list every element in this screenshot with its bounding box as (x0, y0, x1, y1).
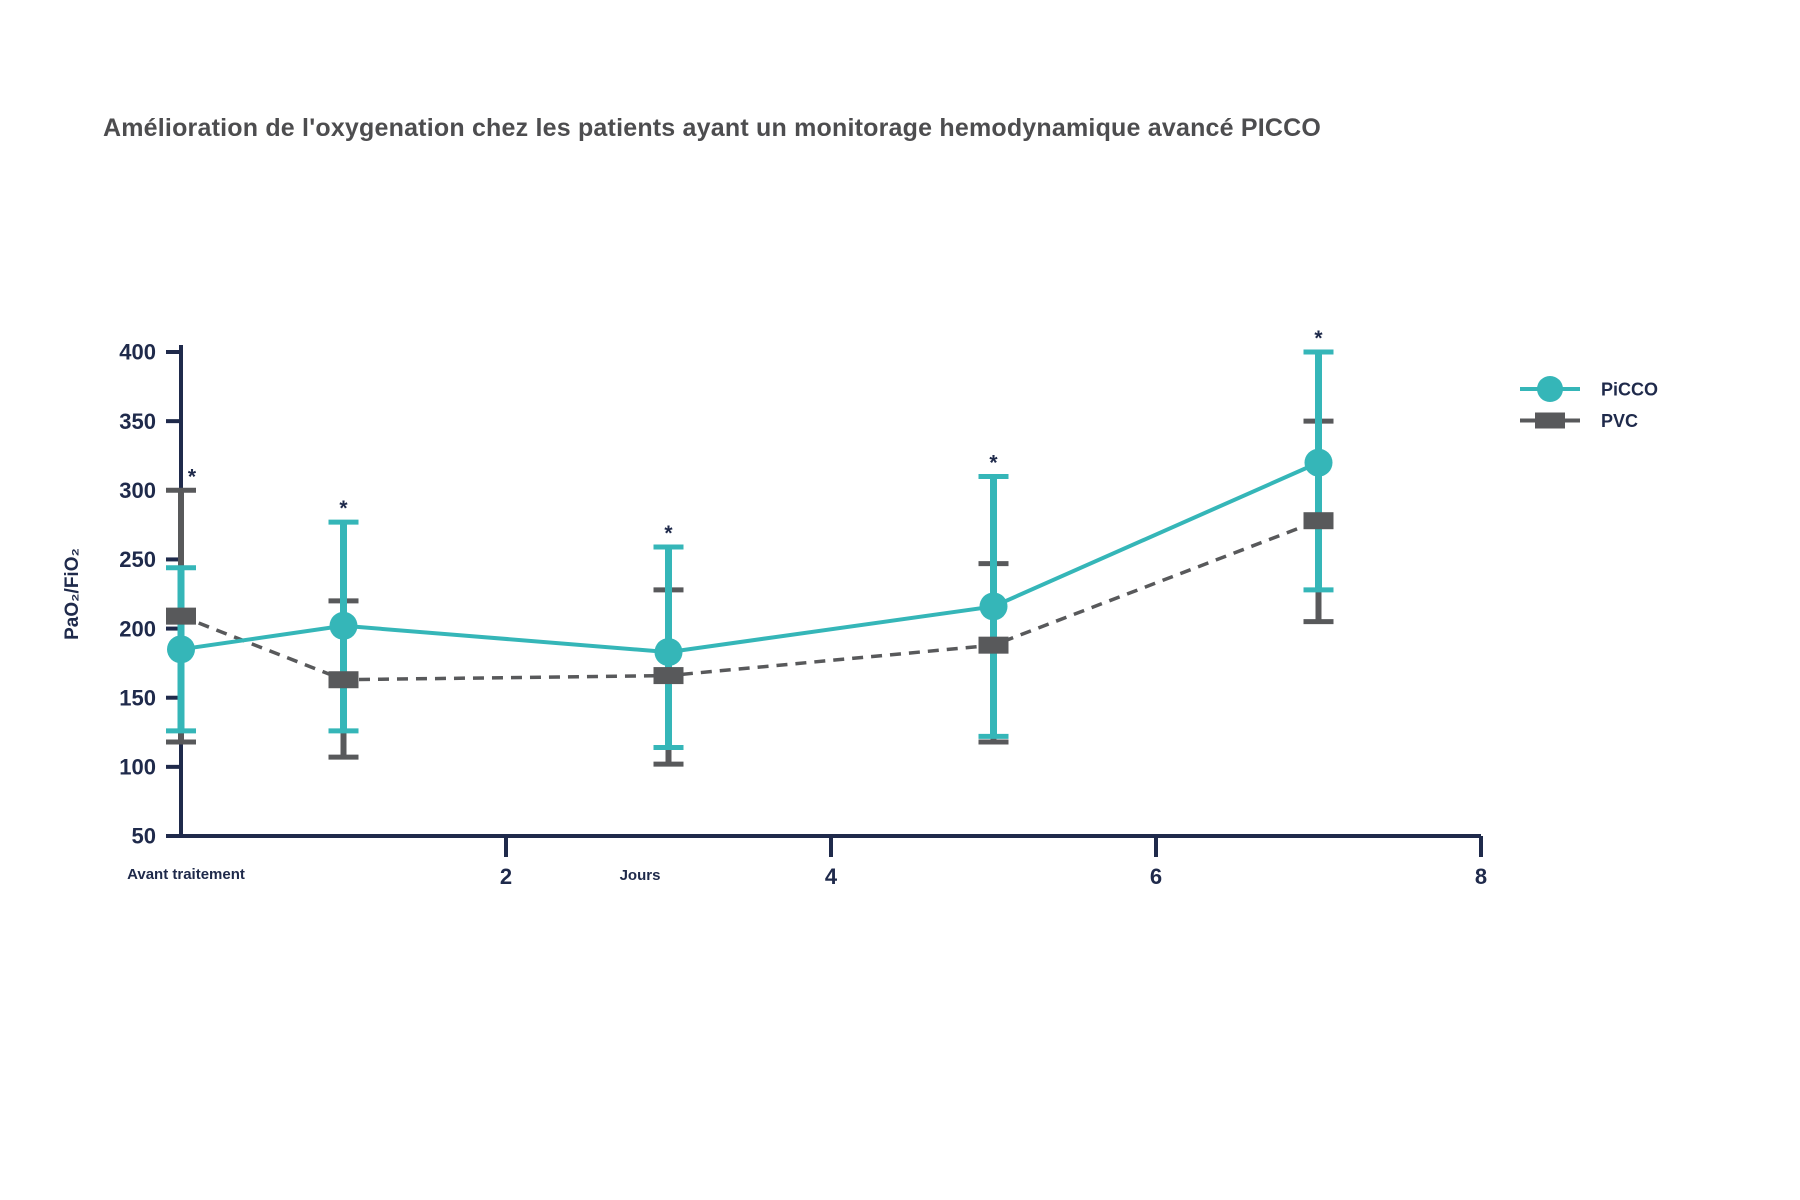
data-point-circle (654, 638, 683, 667)
y-tick-label: 150 (119, 685, 156, 710)
x-tick-label: 6 (1150, 864, 1162, 889)
legend-circle-icon (1537, 376, 1563, 402)
y-tick-label: 250 (119, 547, 156, 572)
markers-PVC (166, 512, 1334, 689)
significance-star: * (989, 451, 998, 474)
legend-item-PVC: PVC (1520, 411, 1638, 431)
markers-PiCCO (167, 448, 1333, 667)
data-point-square (166, 607, 196, 625)
legend-label: PVC (1601, 411, 1638, 431)
x-origin-label: Avant traitement (127, 866, 245, 883)
data-point-square (328, 671, 359, 689)
x-axis-title: Jours (620, 867, 661, 884)
y-tick-label: 100 (119, 755, 156, 780)
legend-square-icon (1535, 412, 1565, 429)
y-tick-label: 300 (119, 478, 156, 503)
x-tick-label: 8 (1475, 864, 1487, 889)
chart-title: Amélioration de l'oxygenation chez les p… (103, 114, 1322, 142)
legend-item-PiCCO: PiCCO (1520, 376, 1658, 402)
y-tick-label: 350 (119, 409, 156, 434)
significance-star: * (188, 465, 197, 488)
x-tick-label: 4 (825, 864, 838, 889)
legend-label: PiCCO (1601, 379, 1658, 399)
data-point-circle (1304, 448, 1333, 477)
data-point-square (1303, 512, 1334, 530)
axis-labels: 50 100 150 200 250 300 350 400 2 4 6 8 Avant traitem… (62, 340, 1487, 889)
significance-star: * (339, 497, 348, 520)
y-tick-label: 50 (132, 824, 156, 849)
data-point-circle (979, 592, 1008, 621)
y-tick-label: 400 (119, 340, 156, 365)
significance-star: * (664, 522, 673, 545)
axes (166, 345, 1483, 857)
data-point-square (653, 667, 684, 685)
legend: PiCCO PVC (1520, 376, 1658, 431)
data-point-circle (167, 635, 195, 664)
x-tick-label: 2 (500, 864, 512, 889)
significance-star: * (1314, 327, 1323, 350)
significance-markers: * * * * * (188, 327, 1324, 545)
data-point-circle (329, 611, 358, 640)
data-point-square (978, 636, 1009, 654)
y-axis-title: PaO₂/FiO₂ (62, 548, 83, 640)
y-tick-label: 200 (119, 616, 156, 641)
